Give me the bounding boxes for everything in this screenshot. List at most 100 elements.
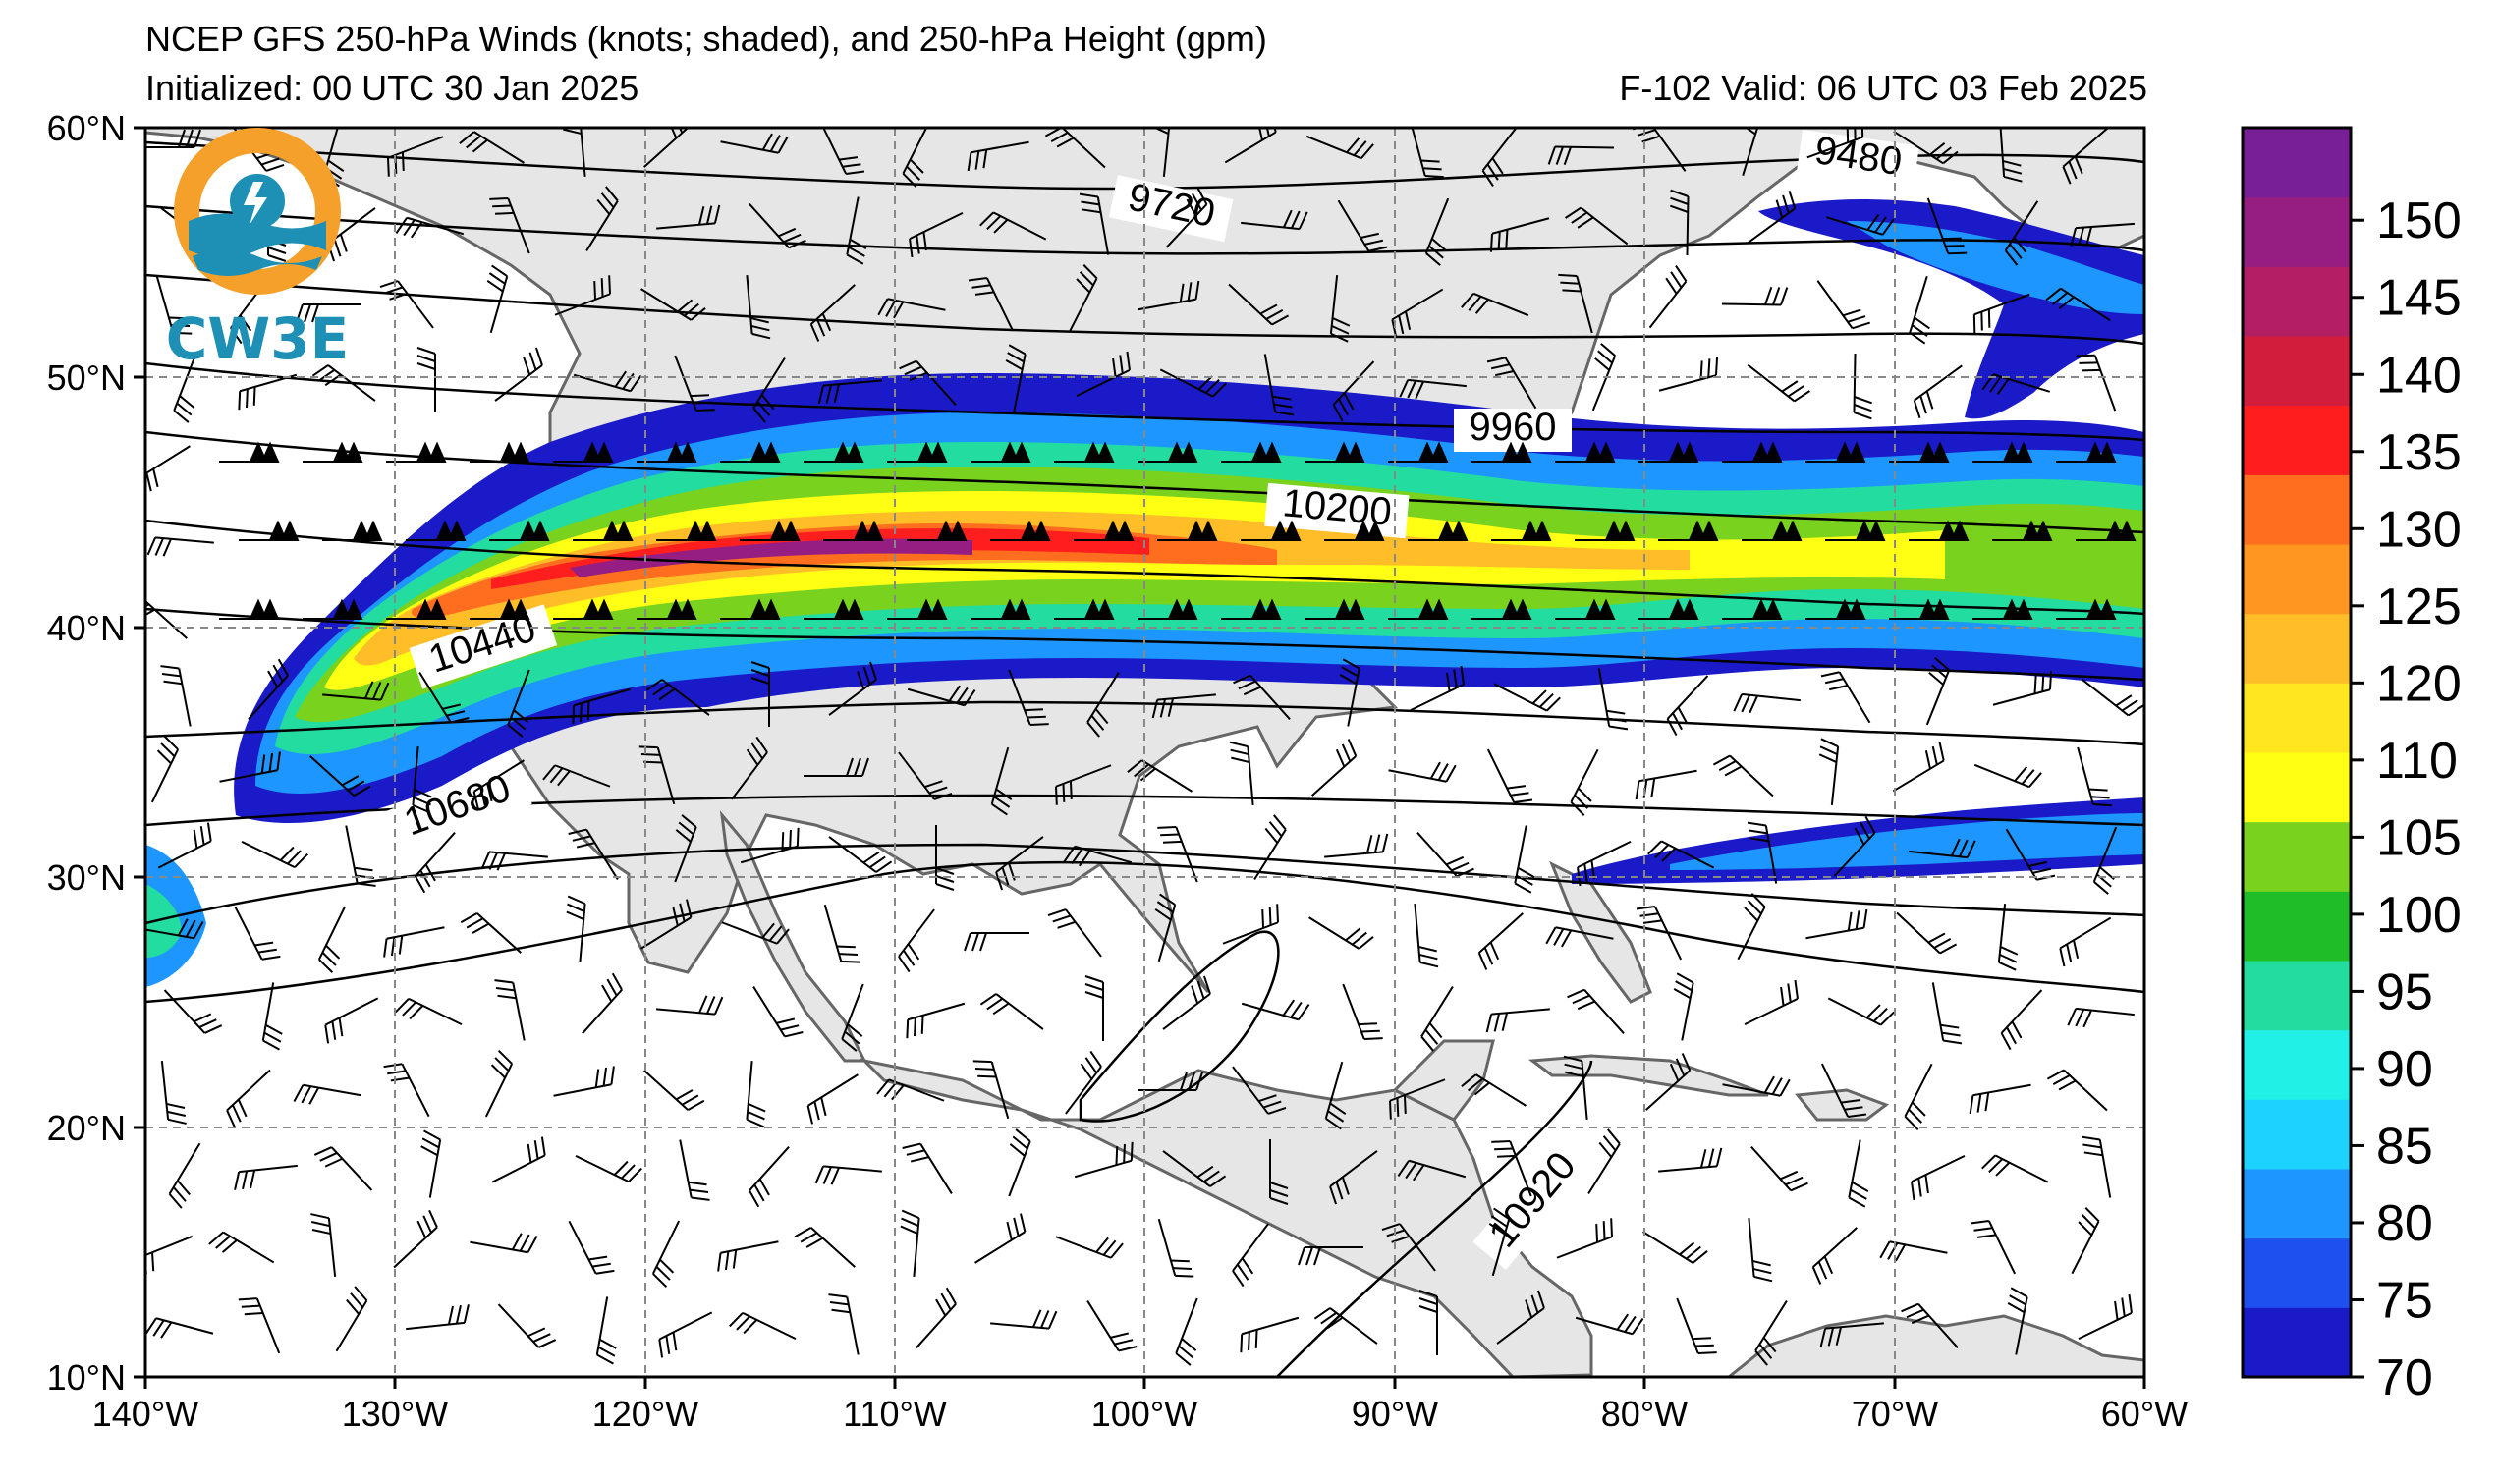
- wind-barb: [553, 1066, 615, 1097]
- wind-barb: [900, 1209, 920, 1277]
- wind-barb: [1324, 1061, 1347, 1130]
- wind-barb: [1820, 671, 1871, 724]
- wind-barb: [909, 211, 964, 258]
- wind-barb: [640, 899, 693, 950]
- wind-barb: [1074, 520, 1135, 541]
- colorbar-tick-label: 85: [2376, 1118, 2433, 1175]
- wind-barb: [637, 598, 697, 620]
- wind-barb: [163, 989, 223, 1034]
- wind-barb: [1305, 135, 1374, 160]
- colorbar-segment: [2243, 474, 2351, 545]
- wind-barb: [1747, 190, 1797, 245]
- wind-barb: [2070, 222, 2135, 247]
- wind-barb: [1973, 763, 2042, 789]
- wind-barb: [507, 669, 530, 738]
- wind-barb: [484, 1050, 514, 1118]
- wind-barb: [1044, 128, 1106, 169]
- wind-barb: [322, 681, 390, 701]
- wind-barb: [2007, 1287, 2028, 1355]
- wind-barb: [907, 520, 968, 541]
- wind-barb: [746, 1061, 766, 1128]
- wind-barb: [656, 995, 724, 1016]
- wind-barb: [877, 298, 946, 319]
- wind-barb: [406, 1304, 470, 1331]
- wind-barb: [208, 1231, 275, 1264]
- wind-barb: [2081, 678, 2144, 717]
- wind-barb: [1969, 1083, 2031, 1115]
- wind-barb: [1175, 1297, 1198, 1366]
- wind-barb: [1138, 598, 1198, 620]
- wind-barb: [1388, 1078, 1446, 1120]
- wind-barb: [1658, 520, 1719, 541]
- wind-barb: [1162, 975, 1211, 1030]
- wind-barb: [990, 1309, 1058, 1330]
- wind-barb: [480, 851, 548, 871]
- wind-shading: [145, 199, 2144, 987]
- wind-barb: [740, 827, 800, 864]
- wind-barb: [2045, 287, 2111, 322]
- wind-barb: [313, 1146, 373, 1191]
- lat-label-50n: 50°N: [47, 357, 126, 398]
- wind-barb: [643, 1070, 705, 1111]
- wind-barb: [1154, 893, 1177, 962]
- wind-barb: [1079, 192, 1110, 255]
- wind-barb: [2056, 441, 2117, 463]
- wind-barb: [1408, 520, 1469, 541]
- wind-barb: [406, 520, 467, 541]
- wind-barb: [1744, 979, 1799, 1026]
- wind-barb: [1241, 520, 1302, 541]
- valid-time: F-102 Valid: 06 UTC 03 Feb 2025: [1619, 68, 2147, 108]
- wind-barb: [1816, 280, 1871, 330]
- wind-barb: [658, 1311, 713, 1358]
- wind-barb: [226, 1069, 271, 1128]
- wind-barb: [1308, 916, 1374, 950]
- wind-barb: [248, 658, 289, 720]
- grid-lines: [145, 128, 2144, 1377]
- wind-barb: [1332, 360, 1375, 422]
- wind-barb: [1909, 276, 1930, 345]
- wind-barb: [1471, 598, 1532, 620]
- wind-barb: [806, 1073, 859, 1125]
- wind-barb: [1567, 988, 1625, 1034]
- wind-barb: [1086, 672, 1120, 738]
- wind-barb: [303, 598, 363, 620]
- wind-barb: [1972, 293, 2030, 334]
- colorbar-tick-label: 110: [2376, 733, 2458, 790]
- wind-barb: [809, 284, 856, 342]
- wind-barb: [750, 661, 770, 727]
- wind-barb: [412, 746, 432, 814]
- height-contours: [145, 140, 2144, 1377]
- wind-barb: [573, 370, 642, 393]
- wind-barb: [1712, 754, 1774, 797]
- wind-barb: [572, 687, 632, 725]
- colorbar-tick-label: 95: [2376, 963, 2433, 1020]
- wind-barb: [974, 1213, 1027, 1264]
- wind-barb: [1555, 598, 1616, 620]
- wind-barb: [1638, 598, 1699, 620]
- wind-barb: [1514, 825, 1535, 894]
- wind-barb: [1054, 598, 1115, 620]
- lon-label-120w: 120°W: [592, 1394, 698, 1434]
- wind-barb: [1558, 273, 1593, 334]
- wind-barb: [241, 840, 308, 869]
- wind-barb: [972, 1060, 1010, 1120]
- wind-barb: [1805, 908, 1868, 940]
- wind-barb: [968, 277, 1015, 332]
- wind-barb: [386, 441, 447, 463]
- wind-barb: [234, 906, 281, 961]
- wind-barb: [1138, 441, 1198, 463]
- wind-barb: [656, 520, 717, 541]
- wind-barb: [420, 1129, 442, 1198]
- wind-barb: [472, 759, 525, 810]
- wind-barb: [1397, 1159, 1467, 1182]
- wind-barb: [818, 128, 865, 175]
- wind-barb: [1827, 997, 1895, 1026]
- wind-barb: [1750, 1146, 1808, 1192]
- colorbar-segment: [2243, 1169, 2351, 1239]
- lat-label-30n: 30°N: [47, 857, 126, 898]
- wind-barb: [1575, 520, 1636, 541]
- wind-barb: [731, 736, 768, 800]
- wind-barb: [990, 746, 1013, 816]
- wind-barb: [637, 441, 697, 463]
